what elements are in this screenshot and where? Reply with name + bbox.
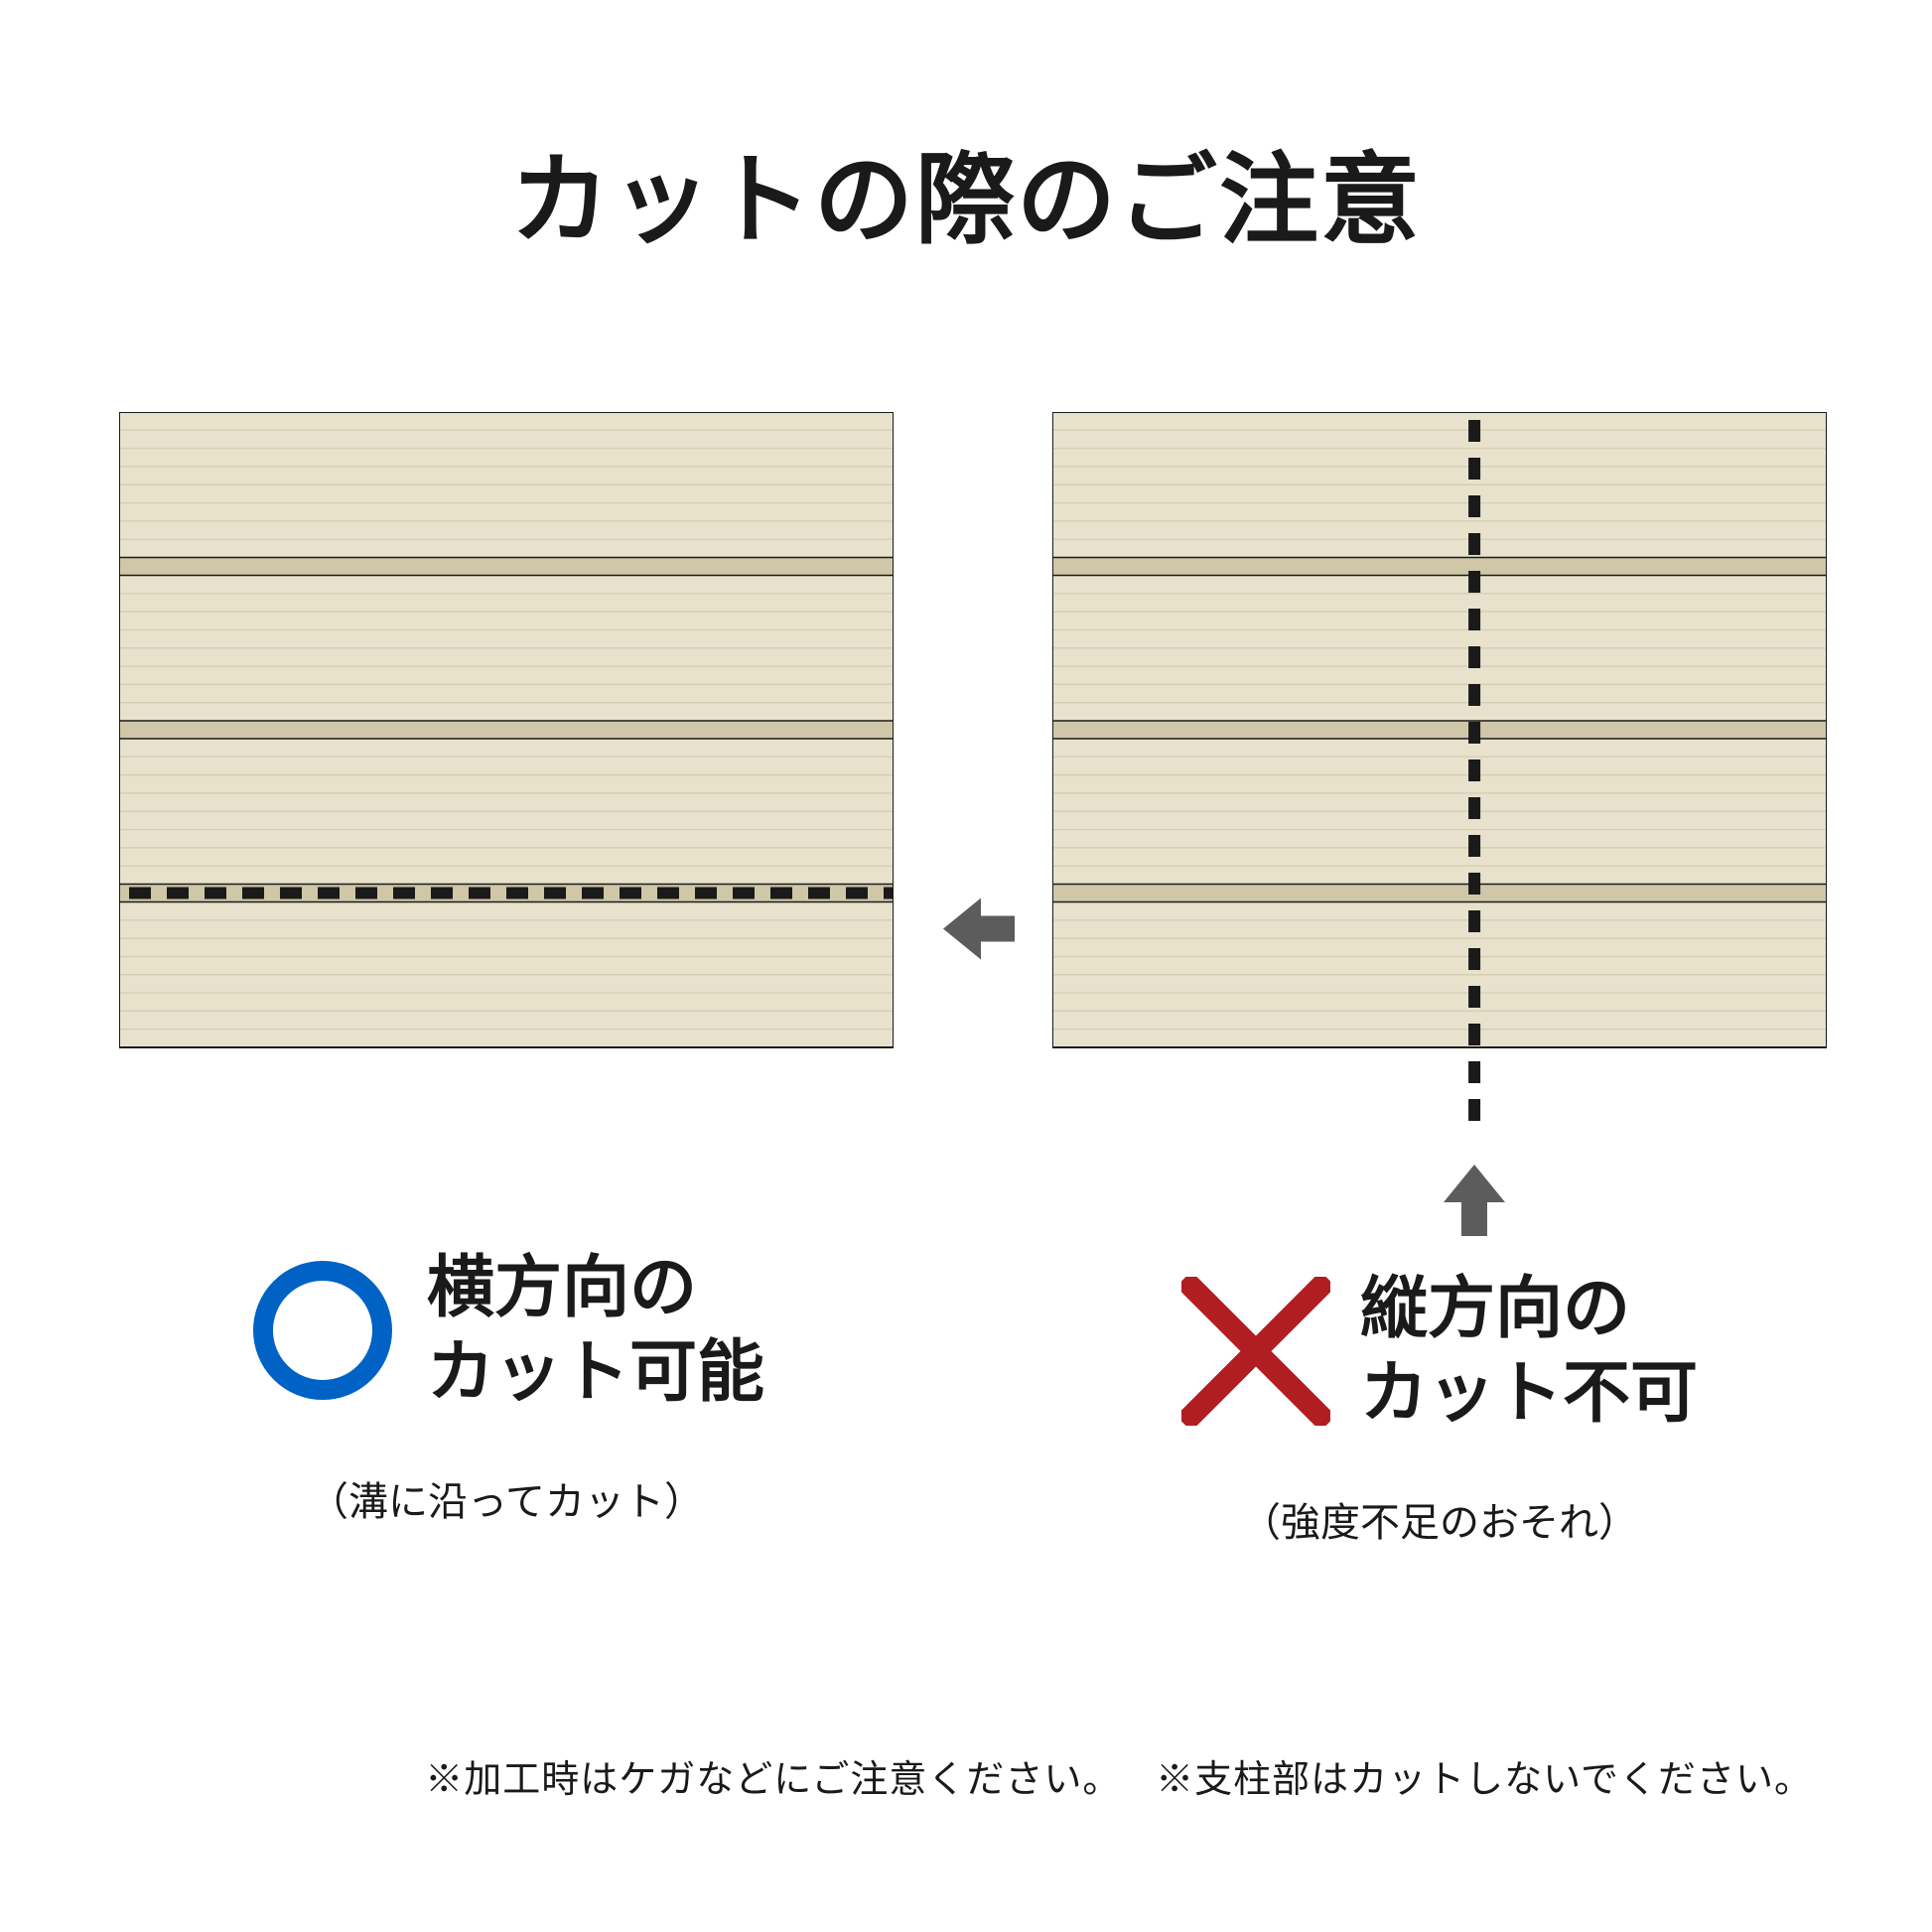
legend-vertical-line2: カット不可 xyxy=(1360,1351,1698,1436)
panel-horizontal-cut: 横方向の カット可能 （溝に沿ってカット） xyxy=(119,412,894,1548)
ok-circle-icon xyxy=(248,1256,397,1405)
legend-horizontal: 横方向の カット可能 xyxy=(248,1246,764,1415)
panel-horizontal-svg xyxy=(119,412,894,1127)
panels-row: 横方向の カット可能 （溝に沿ってカット） 縦方向の xyxy=(0,263,1932,1548)
arrow-left-icon xyxy=(933,884,1023,978)
legend-horizontal-line1: 横方向の xyxy=(427,1246,764,1330)
legend-vertical-sub: （強度不足のおそれ） xyxy=(1241,1490,1638,1548)
panel-vertical-cut: 縦方向の カット不可 （強度不足のおそれ） xyxy=(1052,412,1827,1548)
legend-horizontal-sub: （溝に沿ってカット） xyxy=(309,1469,704,1527)
footer-notes: ※加工時はケガなどにご注意ください。 ※支柱部はカットしないでください。 xyxy=(425,1748,1813,1803)
panel-vertical-svg xyxy=(1052,412,1827,1127)
footer-note-2: ※支柱部はカットしないでください。 xyxy=(1156,1759,1813,1801)
page-title: カットの際のご注意 xyxy=(0,0,1932,263)
legend-vertical-line1: 縦方向の xyxy=(1360,1267,1698,1351)
ng-cross-icon xyxy=(1181,1277,1330,1426)
legend-vertical: 縦方向の カット不可 xyxy=(1181,1267,1698,1436)
arrow-up-icon xyxy=(1360,1155,1519,1249)
footer-note-1: ※加工時はケガなどにご注意ください。 xyxy=(425,1759,1121,1801)
legend-horizontal-line2: カット可能 xyxy=(427,1330,764,1415)
